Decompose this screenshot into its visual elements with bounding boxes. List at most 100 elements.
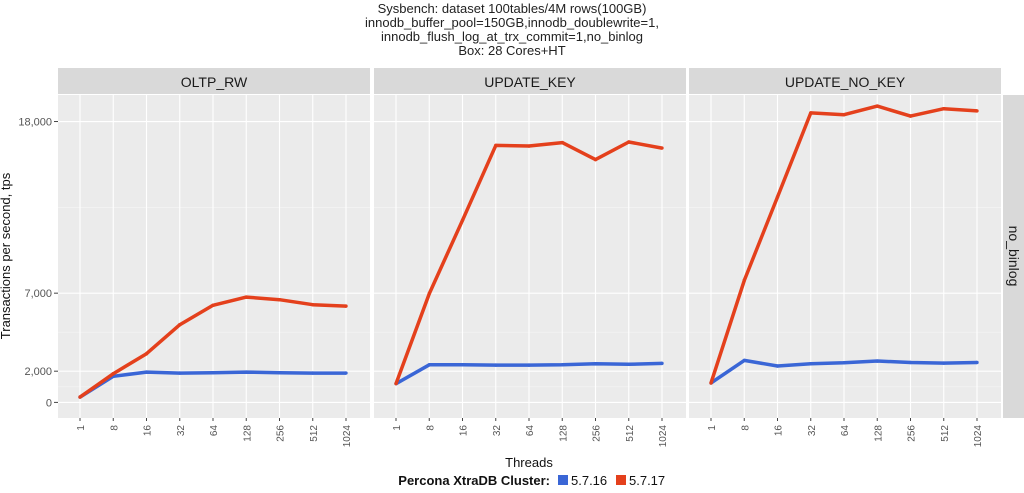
data-point	[178, 322, 182, 327]
panel-strip-label: UPDATE_KEY	[484, 74, 576, 90]
legend: Percona XtraDB Cluster: 5.7.16 5.7.17	[398, 473, 665, 488]
data-point	[908, 360, 913, 365]
data-point	[78, 395, 82, 399]
x-tick-label: 32	[807, 425, 818, 437]
x-tick-label: 512	[309, 425, 320, 442]
y-tick-label: 18,000	[18, 117, 52, 129]
title-line-2: innodb_buffer_pool=150GB,innodb_doublewr…	[365, 15, 659, 30]
x-tick-label: 1024	[658, 425, 669, 448]
x-tick-label: 1	[707, 425, 718, 431]
data-point	[975, 109, 979, 113]
x-tick-label: 1	[392, 425, 403, 431]
data-point	[427, 363, 431, 367]
panel-strip	[58, 68, 370, 94]
title-line-3: innodb_flush_log_at_trx_commit=1,no_binl…	[381, 29, 643, 44]
y-tick-label: 0	[46, 397, 52, 409]
x-tick-label: 16	[143, 425, 154, 437]
x-tick-label: 64	[525, 425, 536, 437]
data-point	[809, 111, 813, 115]
title-line-1: Sysbench: dataset 100tables/4M rows(100G…	[378, 1, 647, 16]
x-tick-label: 64	[840, 425, 851, 437]
x-tick-label: 16	[459, 425, 470, 437]
plot-background	[689, 95, 1001, 418]
x-tick-label: 256	[592, 425, 603, 442]
data-point	[311, 371, 315, 375]
x-tick-label: 8	[740, 425, 751, 431]
data-point	[842, 112, 846, 117]
data-point	[627, 140, 631, 144]
row-strip	[1003, 95, 1024, 418]
row-strip-label: no_binlog	[1006, 226, 1022, 287]
x-tick-label: 512	[625, 425, 636, 442]
data-point	[775, 195, 780, 199]
y-tick-label: 7,000	[24, 288, 52, 300]
x-tick-label: 1	[76, 425, 87, 431]
data-point	[344, 371, 348, 375]
data-point	[842, 361, 846, 365]
data-point	[460, 363, 465, 367]
panel-update-no-key: UPDATE_NO_KEY 1 8 16 32 64 128 256 512 1024	[689, 68, 1001, 447]
data-point	[394, 381, 398, 386]
x-tick-label: 256	[276, 425, 287, 442]
data-point	[942, 361, 946, 365]
x-tick-label: 32	[176, 425, 187, 437]
x-tick-label: 8	[425, 425, 436, 431]
data-point	[660, 146, 664, 150]
data-point	[875, 359, 879, 363]
data-point	[560, 363, 564, 367]
panel-strip	[374, 68, 686, 94]
data-point	[211, 371, 215, 375]
data-point	[593, 361, 598, 366]
data-point	[775, 364, 780, 368]
data-point	[908, 114, 913, 118]
data-point	[277, 371, 282, 375]
data-point	[593, 157, 598, 162]
x-tick-label: 16	[774, 425, 785, 437]
x-tick-label: 128	[558, 425, 569, 442]
data-point	[211, 303, 215, 308]
data-point	[344, 304, 348, 308]
x-tick-label: 8	[109, 425, 120, 431]
y-axis-label: Transactions per second, tps	[0, 172, 13, 339]
data-point	[560, 140, 564, 145]
data-point	[742, 278, 746, 283]
x-tick-label: 32	[492, 425, 503, 437]
data-point	[144, 352, 149, 356]
title-line-4: Box: 28 Cores+HT	[458, 43, 565, 58]
panel-update-key: UPDATE_KEY 1 8 16 32 64 128 256 512 1024	[374, 68, 686, 447]
data-point	[660, 361, 664, 366]
data-point	[311, 303, 315, 307]
x-tick-label: 512	[940, 425, 951, 442]
data-point	[742, 358, 746, 363]
x-axis-label: Threads	[505, 455, 553, 470]
data-point	[709, 381, 713, 385]
panel-strip-label: OLTP_RW	[181, 74, 248, 90]
x-tick-label: 128	[873, 425, 884, 442]
legend-title: Percona XtraDB Cluster:	[398, 473, 550, 488]
panel-strip	[689, 68, 1001, 94]
data-point	[494, 363, 498, 367]
data-point	[494, 143, 498, 148]
data-point	[244, 370, 248, 374]
data-point	[111, 371, 115, 376]
y-tick-label: 2,000	[24, 366, 52, 378]
plot-background	[58, 95, 370, 418]
legend-label-5716: 5.7.16	[571, 473, 607, 488]
chart-title: Sysbench: dataset 100tables/4M rows(100G…	[365, 1, 659, 58]
data-point	[427, 291, 431, 296]
legend-swatch-5717	[616, 475, 626, 485]
panel-oltp-rw: OLTP_RW 1 8 16 32 64 128 256 512 1024	[58, 68, 370, 447]
data-point	[527, 144, 531, 148]
data-point	[627, 362, 631, 367]
x-tick-label: 64	[209, 425, 220, 437]
data-point	[460, 218, 465, 222]
x-tick-label: 256	[907, 425, 918, 442]
data-point	[144, 370, 149, 374]
data-point	[975, 360, 979, 365]
data-point	[178, 371, 182, 375]
data-point	[875, 104, 879, 108]
x-tick-label: 128	[242, 425, 253, 442]
panel-strip-label: UPDATE_NO_KEY	[785, 74, 906, 90]
data-point	[809, 361, 813, 366]
